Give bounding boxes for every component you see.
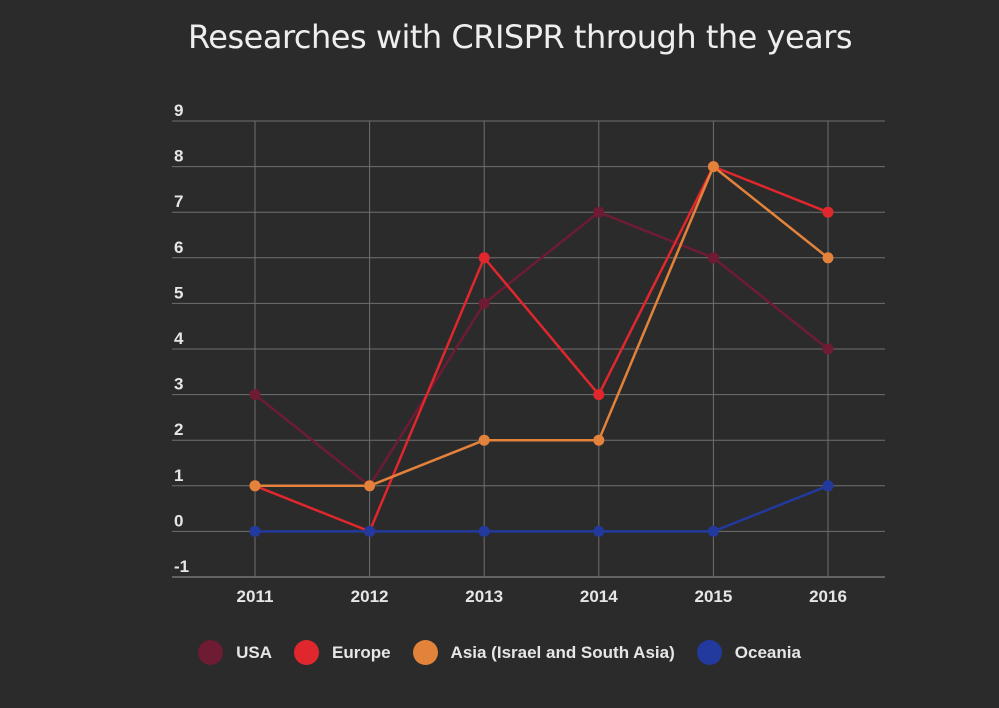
y-tick-label: 8: [174, 147, 183, 166]
legend-label: USA: [236, 642, 272, 662]
legend-label: Oceania: [734, 642, 801, 662]
x-tick-label: 2016: [809, 587, 847, 606]
x-tick-label: 2011: [237, 587, 274, 606]
series-line-usa: [254, 210, 829, 488]
data-point: [364, 480, 376, 492]
legend-item: USA: [198, 640, 272, 665]
y-tick-label: 6: [174, 238, 183, 257]
data-point: [822, 206, 834, 218]
x-tick-label: 2015: [694, 587, 732, 606]
data-point: [478, 525, 490, 537]
data-point: [822, 343, 834, 355]
y-tick-label: 9: [174, 101, 183, 120]
data-point: [822, 480, 834, 492]
data-point: [822, 252, 834, 264]
data-point: [249, 389, 261, 401]
legend-label: Europe: [331, 642, 391, 662]
y-tick-label: 5: [174, 283, 183, 302]
y-tick-label: 2: [174, 420, 183, 439]
series-line-asia: [255, 165, 829, 488]
legend-item: Oceania: [696, 640, 801, 665]
chart-title: Researches with CRISPR through the years: [188, 18, 853, 56]
x-tick-label: 2014: [580, 587, 618, 606]
x-tick-label: 2013: [465, 587, 503, 606]
data-point: [593, 389, 605, 401]
legend-swatch: [412, 640, 438, 665]
legend-item: Asia (Israel and South Asia): [412, 640, 675, 665]
data-point: [593, 434, 605, 446]
series-line-oceania: [255, 484, 829, 533]
legend-swatch: [198, 640, 224, 665]
y-tick-label: -1: [174, 557, 189, 576]
data-point: [478, 297, 490, 309]
x-tick-label: 2012: [351, 587, 389, 606]
data-point: [707, 525, 719, 537]
legend-label: Asia (Israel and South Asia): [450, 642, 675, 662]
series-line-europe: [254, 165, 829, 533]
y-tick-label: 0: [174, 511, 183, 530]
y-tick-label: 1: [174, 466, 183, 485]
data-point: [707, 252, 719, 264]
data-point: [478, 434, 490, 446]
data-point: [364, 525, 376, 537]
chart-legend: USA Europe Asia (Israel and South Asia) Oce…: [0, 640, 999, 665]
data-point: [593, 206, 605, 218]
legend-swatch: [696, 640, 722, 665]
legend-swatch: [293, 640, 319, 665]
data-point: [249, 525, 261, 537]
legend-item: Europe: [293, 640, 391, 665]
y-tick-label: 3: [174, 375, 183, 394]
data-point: [707, 161, 719, 173]
y-tick-label: 7: [174, 192, 183, 211]
data-point: [593, 525, 605, 537]
y-tick-label: 4: [174, 329, 184, 348]
data-point: [478, 252, 490, 264]
data-point: [249, 480, 261, 492]
